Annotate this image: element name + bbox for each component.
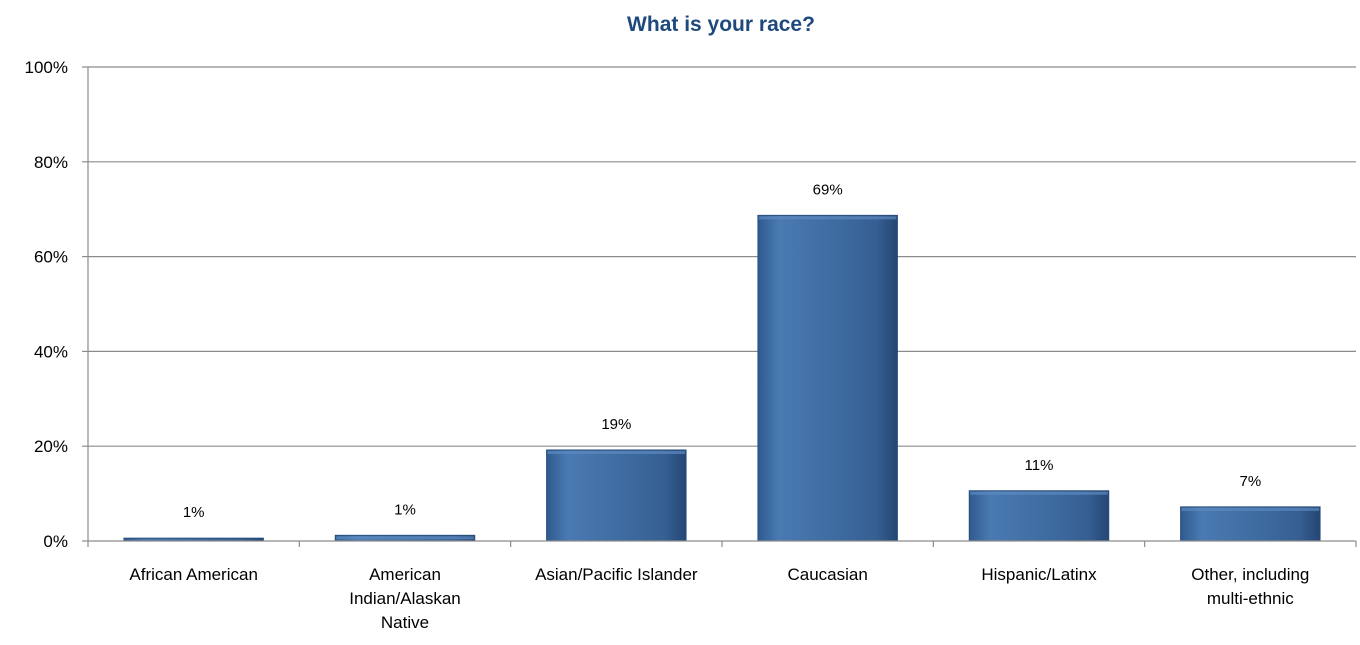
x-tick-label: Asian/Pacific Islander	[535, 565, 698, 584]
x-tick-label-line: Indian/Alaskan	[349, 589, 461, 608]
x-tick-label-line: Asian/Pacific Islander	[535, 565, 698, 584]
bar	[757, 214, 898, 542]
bar-highlight	[758, 216, 897, 220]
x-tick-label-line: African American	[129, 565, 258, 584]
x-tick-label: African American	[129, 565, 258, 584]
bar-highlight	[336, 536, 474, 540]
bar	[1180, 506, 1321, 542]
data-label: 7%	[1239, 473, 1261, 490]
y-tick-label: 80%	[34, 153, 68, 172]
bar-highlight	[547, 450, 686, 454]
x-axis-categories: African American American Indian/Alaskan Na…	[129, 565, 1309, 632]
x-tick-label: Other, including multi-ethnic	[1191, 565, 1309, 608]
y-tick-label: 60%	[34, 248, 68, 267]
y-tick-label: 20%	[34, 437, 68, 456]
data-labels: 1% 1% 19% 69% 11% 7%	[183, 181, 1261, 521]
chart-title: What is your race?	[627, 13, 815, 36]
y-tick-label: 40%	[34, 342, 68, 361]
y-tick-label: 0%	[43, 532, 68, 551]
axes	[82, 66, 1357, 547]
x-tick-label-line: American	[369, 565, 441, 584]
bars	[123, 214, 1321, 542]
x-tick-label: American Indian/Alaskan Native	[349, 565, 461, 632]
bar	[546, 449, 687, 542]
x-tick-label: Caucasian	[788, 565, 868, 584]
data-label: 1%	[183, 504, 205, 521]
x-tick-label: Hispanic/Latinx	[981, 565, 1097, 584]
x-tick-label-line: Other, including	[1191, 565, 1309, 584]
bar-highlight	[970, 491, 1108, 495]
y-tick-label: 100%	[25, 58, 68, 77]
data-label: 11%	[1025, 457, 1054, 474]
data-label: 19%	[601, 416, 631, 433]
x-tick-label-line: multi-ethnic	[1207, 589, 1294, 608]
data-label: 69%	[813, 181, 843, 198]
x-tick-label-line: Caucasian	[788, 565, 868, 584]
bar-highlight	[1181, 507, 1320, 511]
bar	[968, 490, 1110, 542]
x-tick-label-line: Hispanic/Latinx	[981, 565, 1097, 584]
x-tick-label-line: Native	[381, 613, 429, 632]
data-label: 1%	[394, 501, 416, 518]
y-axis-ticks: 0% 20% 40% 60% 80% 100%	[25, 58, 68, 551]
gridlines	[88, 66, 1356, 447]
